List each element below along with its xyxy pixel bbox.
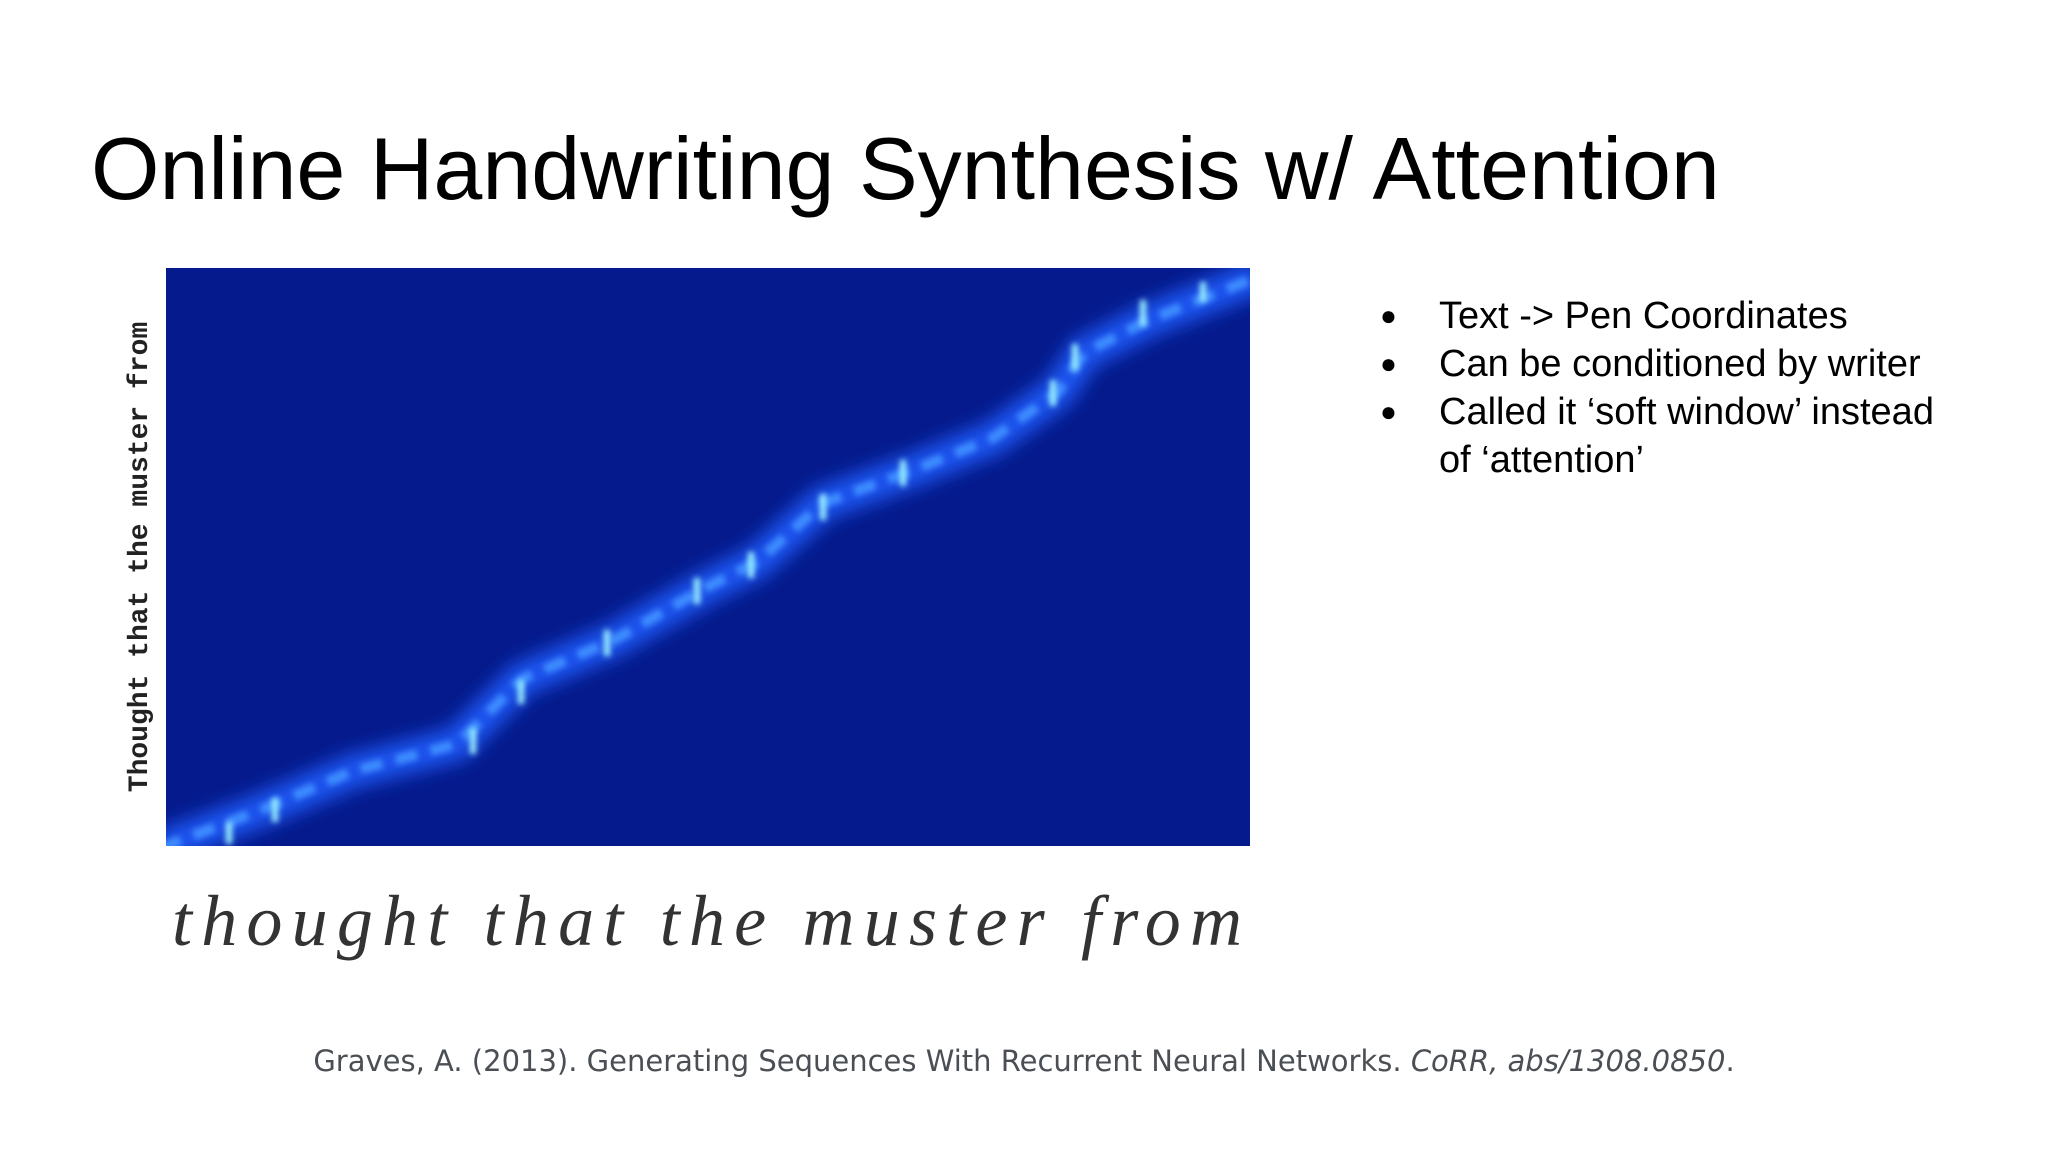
bullet-list: Text -> Pen Coordinates Can be condition… <box>1380 292 1940 484</box>
attention-heatmap <box>166 268 1250 846</box>
citation: Graves, A. (2013). Generating Sequences … <box>0 1044 2048 1078</box>
handwriting-sample: thought that the muster from <box>172 881 1242 961</box>
citation-journal: CoRR, abs/1308.0850 <box>1410 1044 1726 1078</box>
bullet: Text -> Pen Coordinates <box>1380 292 1940 340</box>
attention-peaks <box>226 282 1206 844</box>
bullet: Can be conditioned by writer <box>1380 340 1940 388</box>
citation-text: Graves, A. (2013). Generating Sequences … <box>313 1044 1411 1078</box>
citation-end: . <box>1725 1044 1735 1078</box>
figure: Thought that the muster from thought tha… <box>125 268 1250 961</box>
slide-title: Online Handwriting Synthesis w/ Attentio… <box>91 119 1720 218</box>
bullet: Called it ‘soft window’ instead of ‘atte… <box>1380 388 1940 484</box>
y-axis-label: Thought that the muster from <box>125 322 156 792</box>
